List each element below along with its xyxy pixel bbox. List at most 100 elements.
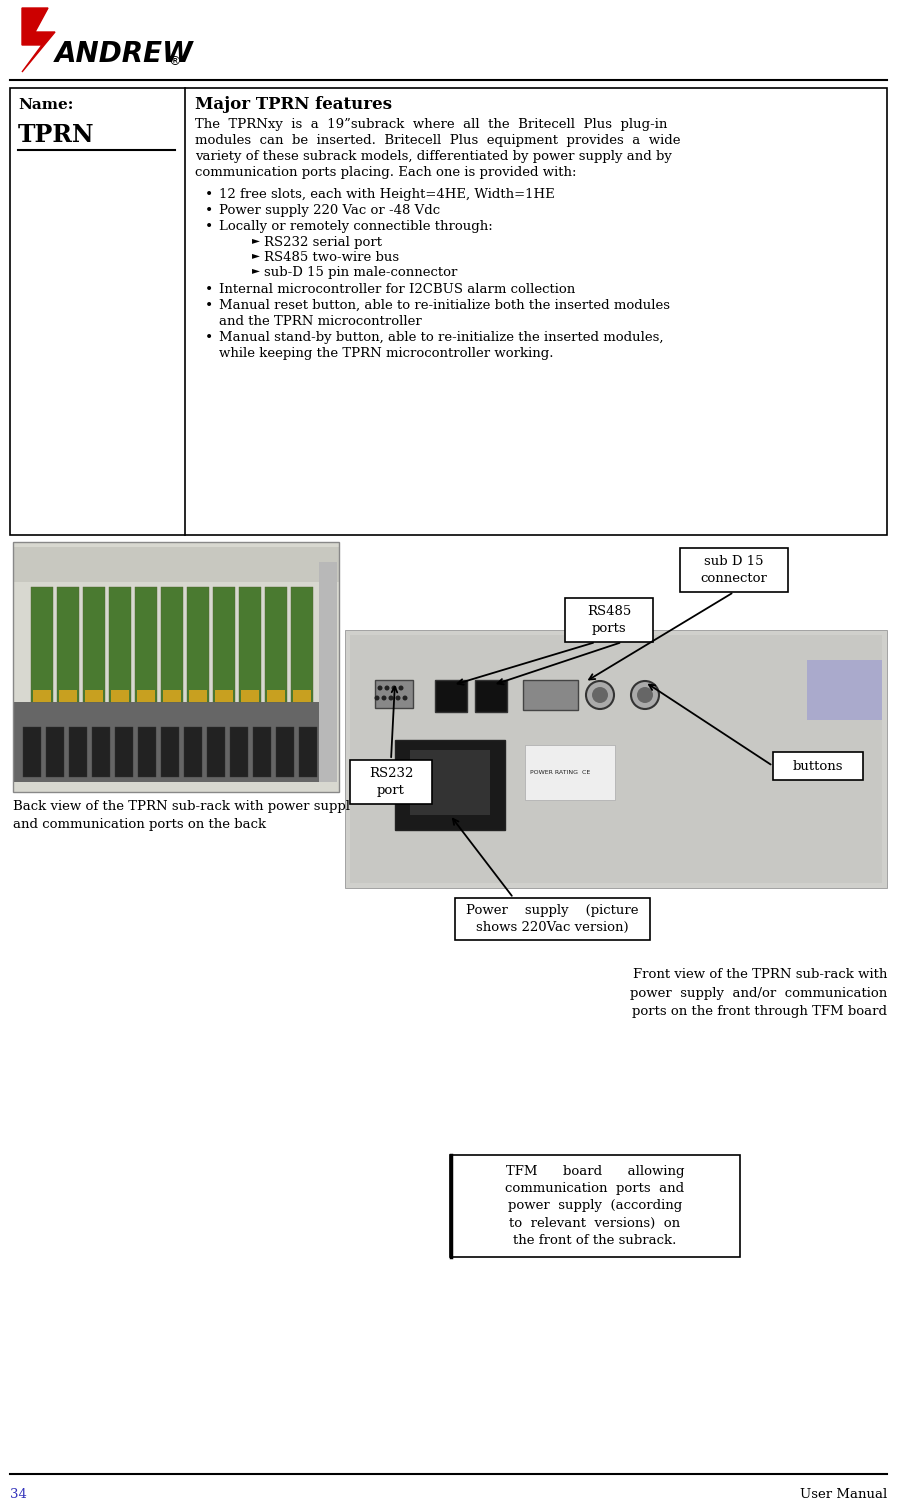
Text: ►: ► bbox=[252, 235, 260, 244]
Text: TPRN: TPRN bbox=[18, 124, 94, 146]
Circle shape bbox=[592, 687, 608, 703]
Bar bbox=[276, 727, 294, 777]
Bar bbox=[253, 727, 271, 777]
Text: POWER RATING  CE: POWER RATING CE bbox=[530, 770, 590, 776]
Bar bbox=[189, 690, 207, 702]
Text: Power    supply    (picture
shows 220Vac version): Power supply (picture shows 220Vac versi… bbox=[466, 904, 639, 934]
Bar bbox=[525, 745, 615, 800]
Bar bbox=[85, 690, 103, 702]
Text: sub D 15
connector: sub D 15 connector bbox=[701, 555, 768, 585]
Bar bbox=[33, 690, 51, 702]
Bar bbox=[135, 587, 157, 702]
Bar bbox=[163, 690, 181, 702]
Text: Name:: Name: bbox=[18, 98, 74, 112]
Bar bbox=[92, 727, 110, 777]
Text: RS232
port: RS232 port bbox=[369, 767, 414, 797]
Text: •: • bbox=[205, 284, 213, 297]
Text: Back view of the TPRN sub-rack with power supply
and communication ports on the : Back view of the TPRN sub-rack with powe… bbox=[13, 800, 358, 831]
Bar bbox=[187, 587, 209, 702]
Bar bbox=[115, 727, 133, 777]
Text: while keeping the TPRN microcontroller working.: while keeping the TPRN microcontroller w… bbox=[219, 347, 553, 361]
Bar bbox=[57, 587, 79, 702]
Text: sub-D 15 pin male-connector: sub-D 15 pin male-connector bbox=[264, 266, 457, 279]
Bar bbox=[455, 898, 650, 940]
Bar bbox=[807, 659, 882, 720]
Circle shape bbox=[378, 685, 382, 691]
Circle shape bbox=[398, 685, 404, 691]
Bar bbox=[319, 561, 337, 782]
Circle shape bbox=[631, 681, 659, 709]
Bar bbox=[375, 681, 413, 708]
Text: RS485
ports: RS485 ports bbox=[587, 605, 631, 635]
Bar bbox=[267, 690, 285, 702]
Text: •: • bbox=[205, 189, 213, 202]
Bar bbox=[450, 1154, 740, 1257]
Text: 12 free slots, each with Height=4HE, Width=1HE: 12 free slots, each with Height=4HE, Wid… bbox=[219, 189, 554, 201]
Bar bbox=[184, 727, 202, 777]
Bar bbox=[230, 727, 248, 777]
Text: •: • bbox=[205, 330, 213, 346]
Bar bbox=[83, 587, 105, 702]
Text: Front view of the TPRN sub-rack with
power  supply  and/or  communication
ports : Front view of the TPRN sub-rack with pow… bbox=[630, 967, 887, 1019]
Bar bbox=[13, 542, 339, 792]
Bar bbox=[773, 751, 863, 780]
Bar bbox=[265, 587, 287, 702]
Circle shape bbox=[375, 696, 379, 700]
Bar bbox=[13, 702, 334, 782]
Bar bbox=[138, 727, 156, 777]
Text: modules  can  be  inserted.  Britecell  Plus  equipment  provides  a  wide: modules can be inserted. Britecell Plus … bbox=[195, 134, 681, 146]
Text: The  TPRNxy  is  a  19”subrack  where  all  the  Britecell  Plus  plug-in: The TPRNxy is a 19”subrack where all the… bbox=[195, 118, 667, 131]
Circle shape bbox=[396, 696, 400, 700]
Circle shape bbox=[388, 696, 394, 700]
Bar bbox=[207, 727, 225, 777]
Bar bbox=[161, 587, 183, 702]
Bar bbox=[523, 681, 578, 711]
Bar bbox=[69, 727, 87, 777]
Text: ►: ► bbox=[252, 250, 260, 260]
Bar bbox=[239, 587, 261, 702]
Bar bbox=[475, 681, 507, 712]
Circle shape bbox=[586, 681, 614, 709]
Bar bbox=[46, 727, 64, 777]
Text: ►: ► bbox=[252, 266, 260, 275]
Text: Major TPRN features: Major TPRN features bbox=[195, 97, 392, 113]
Text: •: • bbox=[205, 299, 213, 312]
Circle shape bbox=[391, 685, 396, 691]
Bar bbox=[293, 690, 311, 702]
Bar bbox=[435, 681, 467, 712]
Bar bbox=[350, 761, 432, 804]
Text: •: • bbox=[205, 220, 213, 234]
Bar bbox=[215, 690, 233, 702]
Text: communication ports placing. Each one is provided with:: communication ports placing. Each one is… bbox=[195, 166, 577, 180]
Text: Manual reset button, able to re-initialize both the inserted modules: Manual reset button, able to re-initiali… bbox=[219, 299, 670, 312]
Text: Internal microcontroller for I2CBUS alarm collection: Internal microcontroller for I2CBUS alar… bbox=[219, 284, 575, 296]
Bar bbox=[213, 587, 235, 702]
Text: TFM      board      allowing
communication  ports  and
power  supply  (according: TFM board allowing communication ports a… bbox=[505, 1165, 684, 1248]
Bar bbox=[111, 690, 129, 702]
Bar bbox=[565, 598, 653, 641]
Bar bbox=[395, 739, 505, 830]
Text: Locally or remotely connectible through:: Locally or remotely connectible through: bbox=[219, 220, 492, 232]
Text: User Manual: User Manual bbox=[800, 1488, 887, 1501]
Text: buttons: buttons bbox=[793, 759, 843, 773]
Bar bbox=[299, 727, 317, 777]
Polygon shape bbox=[22, 8, 55, 72]
Bar bbox=[350, 635, 882, 883]
Text: RS485 two-wire bus: RS485 two-wire bus bbox=[264, 250, 399, 264]
Bar bbox=[291, 587, 313, 702]
Text: •: • bbox=[205, 204, 213, 217]
Bar bbox=[241, 690, 259, 702]
Text: variety of these subrack models, differentiated by power supply and by: variety of these subrack models, differe… bbox=[195, 149, 672, 163]
Text: ®: ® bbox=[168, 54, 180, 68]
Circle shape bbox=[637, 687, 653, 703]
Text: RS232 serial port: RS232 serial port bbox=[264, 235, 382, 249]
Circle shape bbox=[381, 696, 387, 700]
Bar bbox=[137, 690, 155, 702]
Text: and the TPRN microcontroller: and the TPRN microcontroller bbox=[219, 315, 422, 327]
Text: Manual stand-by button, able to re-initialize the inserted modules,: Manual stand-by button, able to re-initi… bbox=[219, 330, 664, 344]
Bar bbox=[13, 542, 339, 792]
Circle shape bbox=[385, 685, 389, 691]
Text: ANDREW: ANDREW bbox=[55, 41, 194, 68]
Bar bbox=[345, 629, 887, 887]
Bar bbox=[23, 727, 41, 777]
